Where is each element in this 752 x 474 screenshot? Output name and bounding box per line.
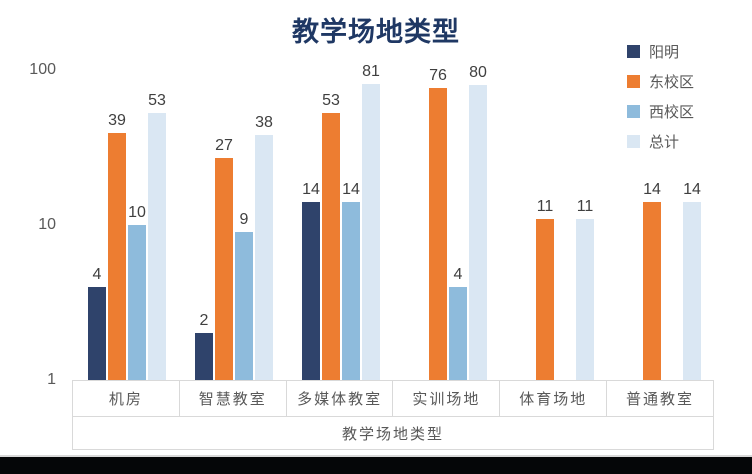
bar-总计-多媒体教室 [362, 84, 380, 380]
data-label: 76 [429, 67, 447, 84]
legend-swatch-icon [627, 134, 640, 148]
category-label: 智慧教室 [180, 381, 287, 416]
data-label: 4 [92, 266, 102, 283]
chart-title: 教学场地类型 [292, 17, 460, 47]
bar-西校区-多媒体教室 [342, 202, 360, 380]
category-label: 机房 [73, 381, 180, 416]
data-label: 39 [108, 112, 126, 129]
data-label: 14 [342, 181, 360, 198]
data-label: 4 [453, 266, 463, 283]
bar-西校区-实训场地 [449, 287, 467, 380]
category-label: 实训场地 [393, 381, 501, 416]
data-label: 81 [362, 63, 380, 80]
legend-item: 总计 [627, 126, 694, 156]
bar-总计-机房 [148, 113, 166, 380]
bar-阳明-多媒体教室 [302, 202, 320, 380]
legend-item: 东校区 [627, 66, 694, 96]
data-label: 27 [215, 137, 233, 154]
data-label: 2 [199, 312, 209, 329]
y-tick-label: 1 [47, 371, 56, 388]
bar-总计-智慧教室 [255, 135, 273, 380]
y-tick-label: 10 [38, 216, 56, 233]
data-label: 9 [239, 211, 249, 228]
x-axis-band: 机房 智慧教室 多媒体教室 实训场地 体育场地 普通教室 教学场地类型 [72, 380, 714, 450]
bar-东校区-机房 [108, 133, 126, 380]
bar-东校区-多媒体教室 [322, 113, 340, 380]
bar-阳明-机房 [88, 287, 106, 380]
legend-swatch-icon [627, 74, 640, 88]
category-label: 体育场地 [500, 381, 608, 416]
bar-东校区-智慧教室 [215, 158, 233, 380]
data-label: 80 [469, 64, 487, 81]
legend-label: 东校区 [649, 73, 695, 91]
category-label: 普通教室 [626, 391, 695, 408]
legend-swatch-icon [627, 104, 640, 118]
x-axis-title: 教学场地类型 [73, 416, 713, 449]
legend-label: 总计 [649, 133, 680, 151]
bar-总计-普通教室 [683, 202, 701, 380]
data-label: 53 [148, 92, 166, 109]
y-axis: 1 10 100 [0, 0, 60, 474]
y-tick-label: 100 [29, 61, 56, 78]
category-label: 多媒体教室 [287, 381, 394, 416]
data-label: 11 [576, 198, 594, 215]
legend-label: 西校区 [649, 103, 695, 121]
bar-东校区-实训场地 [429, 88, 447, 380]
bar-东校区-体育场地 [536, 219, 554, 380]
window-bottom-edge [0, 457, 752, 474]
data-label: 14 [683, 181, 701, 198]
plot-area: 4 2 14 39 27 53 76 11 14 10 9 14 4 53 38 81 80 11 14 [72, 58, 714, 380]
legend-item: 西校区 [627, 96, 694, 126]
divider-line [0, 455, 752, 457]
data-label: 38 [255, 114, 273, 131]
data-label: 11 [536, 198, 554, 215]
legend-item: 阳明 [627, 36, 694, 66]
bar-东校区-普通教室 [643, 202, 661, 380]
legend-swatch-icon [627, 44, 640, 58]
bar-阳明-智慧教室 [195, 333, 213, 380]
data-label: 53 [322, 92, 340, 109]
bar-总计-实训场地 [469, 85, 487, 380]
category-row: 机房 智慧教室 多媒体教室 实训场地 体育场地 普通教室 [73, 381, 713, 416]
data-label: 14 [643, 181, 661, 198]
bar-西校区-机房 [128, 225, 146, 380]
bar-总计-体育场地 [576, 219, 594, 380]
bar-西校区-智慧教室 [235, 232, 253, 380]
data-label: 10 [128, 204, 146, 221]
legend: 阳明东校区西校区总计 [627, 36, 694, 156]
data-label: 14 [302, 181, 320, 198]
legend-label: 阳明 [649, 43, 680, 61]
